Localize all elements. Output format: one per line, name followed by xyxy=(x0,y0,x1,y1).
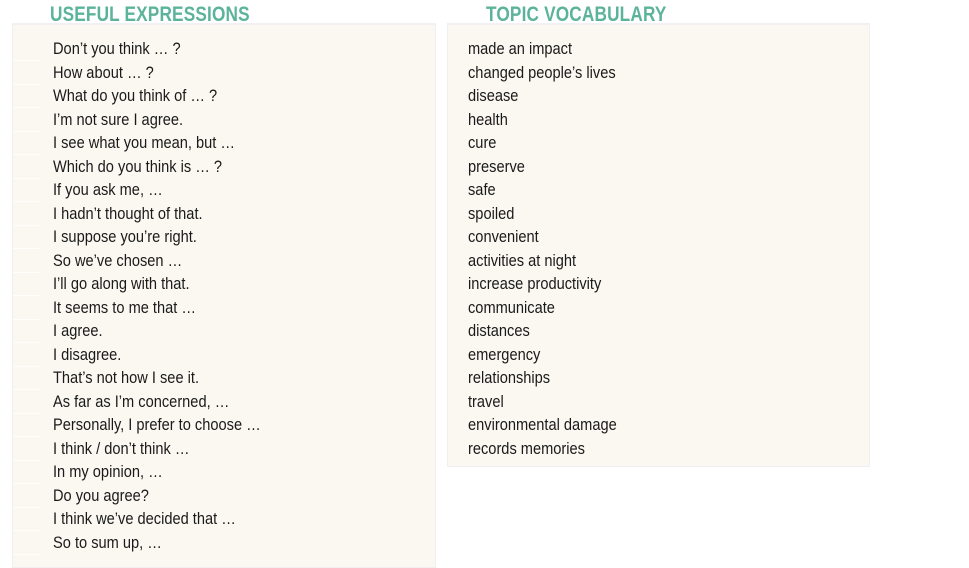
list-item: In my opinion, … xyxy=(53,462,163,481)
decorative-stripe xyxy=(13,248,41,249)
list-item: increase productivity xyxy=(468,274,602,293)
list-item: activities at night xyxy=(468,250,577,270)
list-item: travel xyxy=(468,391,504,411)
decorative-stripe xyxy=(13,483,41,484)
list-item: cure xyxy=(468,133,497,152)
decorative-stripe xyxy=(13,83,41,85)
decorative-stripe xyxy=(13,436,41,437)
list-item: health xyxy=(468,109,508,129)
list-item: I’ll go along with that. xyxy=(53,274,190,293)
list-item: I disagree. xyxy=(53,344,122,364)
list-item: How about … ? xyxy=(53,62,154,82)
topic-vocabulary-panel: made an impact changed people’s lives dise… xyxy=(447,23,870,467)
useful-expressions-panel: Don’t you think … ? How about … ? What do … xyxy=(12,23,436,568)
decorative-stripe xyxy=(13,365,41,367)
decorative-stripe xyxy=(13,154,41,155)
decorative-stripe xyxy=(13,342,41,343)
list-item: changed people’s lives xyxy=(468,62,616,82)
decorative-stripe xyxy=(13,459,41,461)
list-item: emergency xyxy=(468,344,541,364)
decorative-stripe xyxy=(13,389,41,390)
list-item: communicate xyxy=(468,297,555,317)
expressions-list: Don’t you think … ? How about … ? What do … xyxy=(53,37,261,554)
list-item: So to sum up, … xyxy=(53,532,162,552)
list-item: disease xyxy=(468,86,519,105)
decorative-stripe xyxy=(13,224,41,226)
list-item: distances xyxy=(468,321,530,340)
list-item: convenient xyxy=(468,227,539,246)
list-item: I hadn’t thought of that. xyxy=(53,203,203,223)
list-item: As far as I’m concerned, … xyxy=(53,391,230,411)
list-item: I think / don’t think … xyxy=(53,438,190,458)
list-item: safe xyxy=(468,180,496,199)
list-item: spoiled xyxy=(468,203,515,223)
list-item: What do you think of … ? xyxy=(53,86,218,105)
list-item: That’s not how I see it. xyxy=(53,368,200,387)
decorative-stripe xyxy=(13,318,41,320)
list-item: made an impact xyxy=(468,39,573,58)
decorative-stripe xyxy=(13,412,41,414)
decorative-stripe xyxy=(13,271,41,273)
topic-vocabulary-heading: TOPIC VOCABULARY xyxy=(486,3,667,26)
list-item: I agree. xyxy=(53,321,103,340)
list-item: relationships xyxy=(468,368,551,387)
decorative-stripe xyxy=(13,295,41,296)
list-item: I’m not sure I agree. xyxy=(53,109,184,129)
decorative-stripe xyxy=(13,177,41,179)
list-item: Don’t you think … ? xyxy=(53,39,181,58)
list-item: records memories xyxy=(468,438,586,458)
list-item: I suppose you’re right. xyxy=(53,227,197,246)
decorative-stripe xyxy=(13,201,41,202)
list-item: Do you agree? xyxy=(53,485,149,505)
decorative-stripe xyxy=(13,530,41,531)
decorative-stripe xyxy=(13,60,41,61)
decorative-stripe xyxy=(13,553,41,555)
list-item: Personally, I prefer to choose … xyxy=(53,415,261,434)
list-item: It seems to me that … xyxy=(53,297,197,317)
list-item: environmental damage xyxy=(468,415,617,434)
vocabulary-list: made an impact changed people’s lives dise… xyxy=(468,37,617,460)
list-item: If you ask me, … xyxy=(53,180,163,199)
list-item: Which do you think is … ? xyxy=(53,156,223,176)
list-item: I see what you mean, but … xyxy=(53,133,236,152)
list-item: preserve xyxy=(468,156,525,176)
decorative-stripe xyxy=(13,506,41,508)
list-item: I think we’ve decided that … xyxy=(53,509,236,528)
decorative-stripe xyxy=(13,130,41,132)
useful-expressions-heading: USEFUL EXPRESSIONS xyxy=(50,3,250,26)
decorative-stripe xyxy=(13,107,41,108)
list-item: So we’ve chosen … xyxy=(53,250,183,270)
